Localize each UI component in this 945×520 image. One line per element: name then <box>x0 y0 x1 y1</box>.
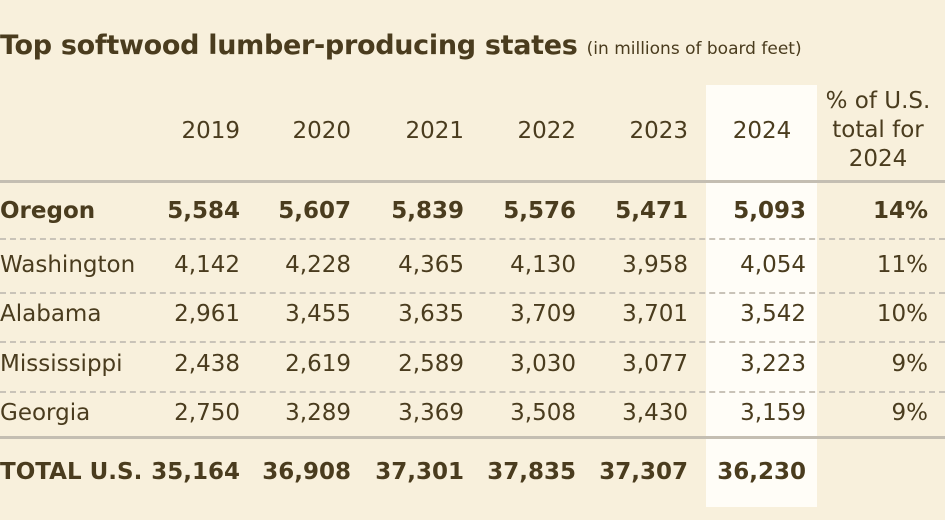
cell-2020: 36,908 <box>262 459 351 485</box>
cell-2024: 3,159 <box>740 400 806 426</box>
cell-2021: 4,365 <box>398 252 464 278</box>
cell-2019: 5,584 <box>167 198 240 224</box>
cell-pct: 11% <box>876 252 928 278</box>
divider <box>0 292 945 294</box>
cell-2021: 5,839 <box>391 198 464 224</box>
table-row: Alabama 2,961 3,455 3,635 3,709 3,701 3,542 10% <box>0 294 945 334</box>
cell-2022: 4,130 <box>510 252 576 278</box>
divider <box>0 238 945 240</box>
state-label: Mississippi <box>0 351 123 377</box>
cell-2023: 37,307 <box>599 459 688 485</box>
cell-2021: 2,589 <box>398 351 464 377</box>
cell-2021: 3,369 <box>398 400 464 426</box>
table-title: Top softwood lumber-producing states (in… <box>0 30 802 61</box>
divider <box>0 391 945 393</box>
table-row: Mississippi 2,438 2,619 2,589 3,030 3,077 3,22… <box>0 344 945 384</box>
cell-2023: 3,958 <box>622 252 688 278</box>
cell-2019: 2,750 <box>174 400 240 426</box>
column-header-2019: 2019 <box>181 118 240 144</box>
cell-2019: 4,142 <box>174 252 240 278</box>
cell-2021: 3,635 <box>398 301 464 327</box>
divider <box>0 180 945 183</box>
table-row: Georgia 2,750 3,289 3,369 3,508 3,430 3,159 9% <box>0 393 945 433</box>
cell-2019: 2,961 <box>174 301 240 327</box>
column-header-2022: 2022 <box>517 118 576 144</box>
title-text: Top softwood lumber-producing states <box>0 30 578 61</box>
cell-2023: 3,701 <box>622 301 688 327</box>
cell-2024: 3,542 <box>740 301 806 327</box>
cell-2022: 5,576 <box>503 198 576 224</box>
table-row: Washington 4,142 4,228 4,365 4,130 3,958 4,054… <box>0 245 945 285</box>
column-header-2021: 2021 <box>405 118 464 144</box>
cell-pct: 9% <box>891 400 929 426</box>
state-label: Oregon <box>0 198 96 224</box>
state-label: Washington <box>0 252 136 278</box>
cell-2019: 35,164 <box>151 459 240 485</box>
cell-2020: 2,619 <box>285 351 351 377</box>
state-label: TOTAL U.S. <box>0 459 143 485</box>
column-header-pct: % of U.S. total for 2024 <box>825 88 931 172</box>
cell-pct: 14% <box>872 198 928 224</box>
table-row: TOTAL U.S. 35,164 36,908 37,301 37,835 37,307… <box>0 452 945 492</box>
state-label: Georgia <box>0 400 91 426</box>
cell-2024: 5,093 <box>733 198 806 224</box>
cell-2024: 4,054 <box>740 252 806 278</box>
state-label: Alabama <box>0 301 102 327</box>
cell-2022: 3,030 <box>510 351 576 377</box>
cell-2020: 5,607 <box>278 198 351 224</box>
cell-2024: 3,223 <box>740 351 806 377</box>
cell-pct: 10% <box>876 301 928 327</box>
cell-2024: 36,230 <box>717 459 806 485</box>
cell-2020: 4,228 <box>285 252 351 278</box>
divider <box>0 436 945 439</box>
cell-2023: 3,077 <box>622 351 688 377</box>
column-header-2023: 2023 <box>629 118 688 144</box>
cell-2023: 5,471 <box>615 198 688 224</box>
cell-2022: 37,835 <box>487 459 576 485</box>
table-header: 2019 2020 2021 2022 2023 2024 % of U.S. total … <box>0 85 945 180</box>
table-row: Oregon 5,584 5,607 5,839 5,576 5,471 5,093 14% <box>0 191 945 231</box>
cell-2022: 3,508 <box>510 400 576 426</box>
cell-2022: 3,709 <box>510 301 576 327</box>
subtitle: (in millions of board feet) <box>586 39 802 59</box>
column-header-2020: 2020 <box>292 118 351 144</box>
divider <box>0 341 945 343</box>
column-header-2024: 2024 <box>732 118 792 144</box>
cell-2020: 3,289 <box>285 400 351 426</box>
cell-2020: 3,455 <box>285 301 351 327</box>
cell-2019: 2,438 <box>174 351 240 377</box>
cell-2021: 37,301 <box>375 459 464 485</box>
cell-2023: 3,430 <box>622 400 688 426</box>
cell-pct: 9% <box>891 351 929 377</box>
